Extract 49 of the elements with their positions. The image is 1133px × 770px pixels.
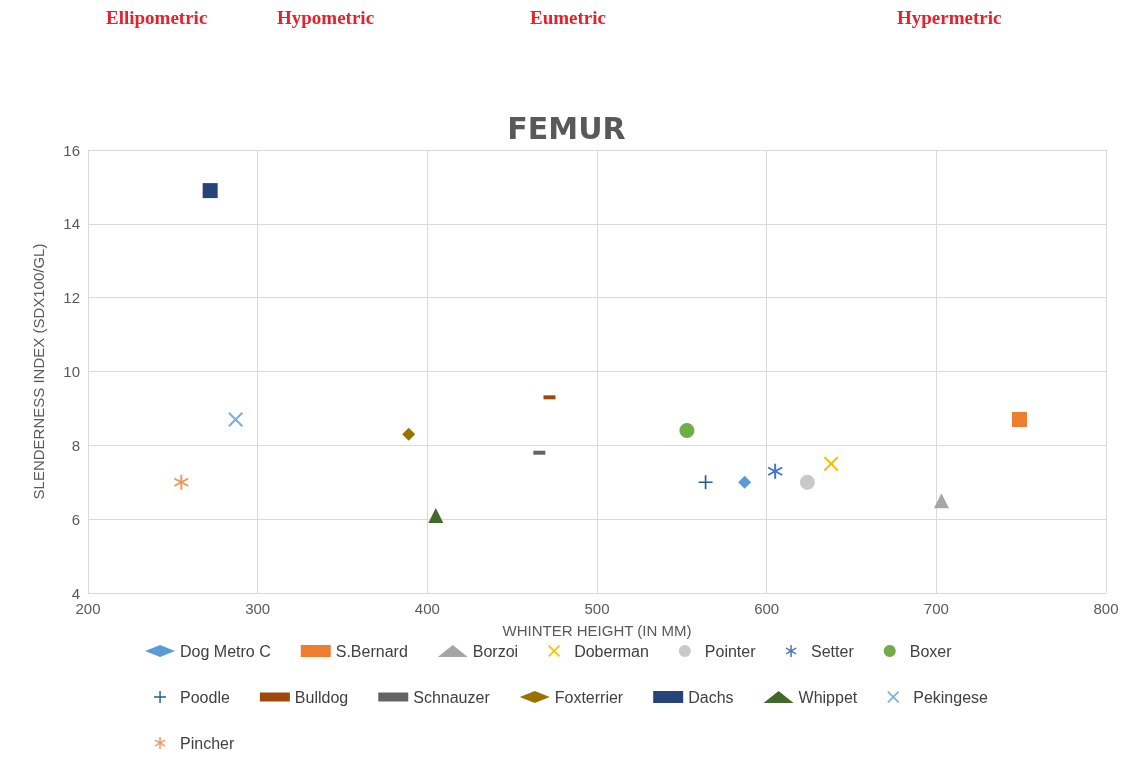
point: [799, 474, 815, 490]
x-tick-label: 500: [584, 600, 610, 617]
x-tick-label: 800: [1093, 600, 1119, 617]
point: [767, 463, 783, 479]
legend-label: Borzoi: [472, 642, 519, 660]
legend-label: Foxterrier: [554, 688, 624, 706]
text: Hypermetric: [897, 7, 1002, 28]
y-tick-label: 10: [63, 363, 80, 380]
legend-label: Schnauzer: [413, 688, 491, 706]
legend-label: Dachs: [688, 688, 734, 706]
text: Hypometric: [277, 7, 375, 28]
text: Ellipometric: [106, 7, 208, 28]
point: [698, 475, 713, 490]
text: Eumetric: [530, 7, 606, 28]
y-tick-label: 12: [63, 289, 80, 307]
x-tick-label: 300: [245, 600, 271, 617]
legend-label: Poodle: [180, 688, 230, 706]
legend-label: Boxer: [909, 642, 953, 660]
point: [402, 427, 416, 441]
x-tick-label: 400: [414, 600, 440, 617]
y-tick-label: 8: [71, 436, 80, 454]
legend-label: Pincher: [180, 734, 235, 752]
point: [173, 474, 189, 490]
x-tick-label: 200: [75, 600, 101, 617]
point: [823, 456, 839, 472]
legend-label: Whippet: [798, 688, 858, 706]
point: [738, 475, 752, 489]
chart-title: FEMUR: [507, 110, 626, 146]
legend-label: Setter: [811, 642, 855, 660]
x-tick-label: 700: [923, 600, 949, 617]
legend-label: Pekingese: [913, 688, 989, 706]
point: [1011, 411, 1027, 427]
point: [679, 423, 695, 439]
x-axis-title: WHINTER HEIGHT (IN MM): [502, 622, 692, 639]
y-axis-title: SLENDERNESS INDEX (SDX100/GL): [30, 243, 47, 500]
point: [228, 411, 244, 427]
y-tick-label: 16: [63, 141, 80, 159]
y-tick-label: 14: [63, 215, 80, 233]
legend-label: Doberman: [574, 642, 649, 660]
legend-label: Dog Metro C: [180, 642, 271, 660]
x-tick-label: 600: [754, 600, 780, 617]
y-tick-label: 4: [71, 584, 80, 602]
y-tick-label: 6: [71, 510, 80, 528]
point: [428, 507, 444, 523]
legend-label: Bulldog: [294, 688, 349, 706]
point: [202, 183, 218, 199]
legend-label: S.Bernard: [335, 642, 408, 660]
point: [933, 493, 949, 509]
legend-label: Pointer: [704, 642, 757, 660]
